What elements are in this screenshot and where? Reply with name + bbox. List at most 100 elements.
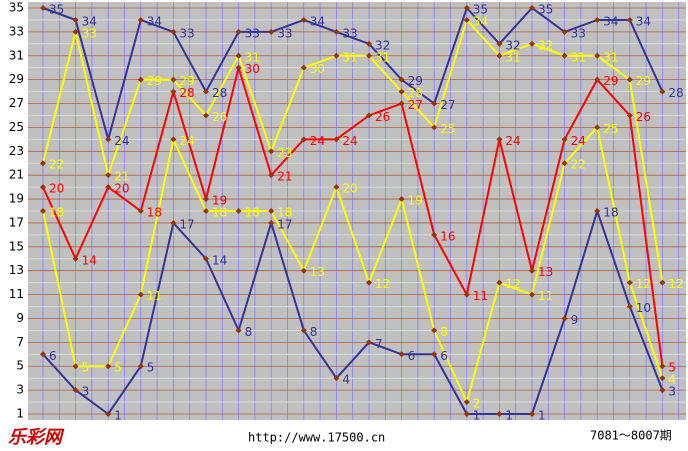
- point: [203, 196, 209, 203]
- y-tick-label: 19: [9, 192, 24, 206]
- data-label: 8: [245, 325, 253, 339]
- data-label: 34: [636, 14, 651, 28]
- data-label: 5: [668, 361, 676, 375]
- data-label: 5: [114, 361, 122, 375]
- point: [398, 196, 405, 203]
- point: [235, 64, 242, 71]
- point: [431, 100, 438, 107]
- point: [170, 76, 177, 83]
- data-label: 29: [179, 74, 194, 88]
- point: [235, 28, 242, 35]
- data-label: 24: [342, 134, 357, 148]
- point: [40, 208, 46, 214]
- data-label: 3: [668, 385, 676, 399]
- data-label: 3: [82, 385, 90, 399]
- point: [333, 375, 340, 382]
- point: [333, 28, 340, 35]
- point: [268, 208, 275, 214]
- data-label: 24: [179, 134, 194, 148]
- series-line: [42, 17, 664, 283]
- point: [137, 16, 144, 23]
- y-tick-label: 3: [16, 383, 24, 397]
- data-label: 19: [408, 194, 423, 208]
- point: [561, 315, 568, 322]
- data-label: 13: [538, 265, 553, 279]
- data-label: 26: [212, 110, 227, 124]
- y-tick-label: 29: [9, 72, 24, 86]
- data-label: 22: [49, 158, 64, 172]
- data-label: 29: [603, 74, 618, 88]
- data-label: 12: [505, 277, 520, 291]
- point: [463, 411, 470, 417]
- data-label: 32: [375, 38, 390, 52]
- y-tick-label: 17: [9, 215, 24, 229]
- y-tick-label: 35: [9, 1, 24, 15]
- point: [496, 411, 503, 417]
- point: [463, 16, 470, 23]
- data-label: 18: [147, 206, 162, 220]
- data-label: 17: [277, 217, 292, 231]
- data-label: 25: [603, 122, 618, 136]
- point: [268, 28, 275, 35]
- data-label: 29: [147, 74, 162, 88]
- point: [398, 351, 405, 358]
- data-label: 34: [310, 14, 325, 28]
- point: [463, 399, 470, 406]
- point: [626, 76, 633, 83]
- point: [268, 219, 275, 226]
- point: [626, 303, 633, 310]
- point: [398, 100, 405, 107]
- data-label: 12: [636, 277, 651, 291]
- logo: 乐彩网: [8, 427, 65, 448]
- point: [496, 136, 503, 143]
- series-line: [42, 207, 664, 416]
- data-label: 33: [179, 26, 194, 40]
- data-label: 19: [212, 194, 227, 208]
- point: [300, 327, 307, 334]
- data-label: 29: [408, 74, 423, 88]
- data-label: 31: [375, 50, 390, 64]
- data-label: 34: [473, 14, 488, 28]
- data-label: 28: [408, 86, 423, 100]
- data-label: 7: [375, 337, 383, 351]
- data-label: 32: [505, 38, 520, 52]
- data-label: 8: [310, 325, 318, 339]
- point: [561, 28, 568, 35]
- point: [659, 88, 666, 95]
- data-label: 35: [538, 3, 553, 17]
- point: [137, 208, 144, 214]
- data-label: 22: [571, 158, 586, 172]
- point: [659, 363, 666, 370]
- data-label: 6: [440, 349, 448, 363]
- point: [105, 172, 112, 179]
- point: [40, 184, 46, 191]
- data-label: 20: [49, 182, 64, 196]
- point: [626, 16, 633, 23]
- data-label: 20: [342, 182, 357, 196]
- point: [300, 64, 307, 71]
- point: [366, 40, 372, 47]
- point: [72, 28, 79, 35]
- data-label: 11: [147, 289, 162, 303]
- data-label: 34: [147, 14, 162, 28]
- data-label: 30: [310, 62, 325, 76]
- data-label: 31: [505, 50, 520, 64]
- point: [561, 52, 568, 59]
- series-line: [42, 125, 664, 405]
- point: [496, 279, 503, 286]
- data-label: 24: [114, 134, 129, 148]
- series-line: [42, 63, 664, 367]
- data-label: 28: [668, 86, 683, 100]
- data-label: 4: [668, 373, 676, 387]
- data-label: 21: [277, 170, 292, 184]
- point: [398, 88, 405, 95]
- data-label: 6: [408, 349, 416, 363]
- point: [235, 327, 242, 334]
- point: [203, 208, 209, 214]
- point: [366, 339, 372, 346]
- y-tick-label: 21: [9, 168, 24, 182]
- point: [529, 5, 535, 11]
- data-label: 2: [473, 397, 481, 411]
- point: [366, 279, 372, 286]
- y-tick-label: 9: [16, 311, 24, 325]
